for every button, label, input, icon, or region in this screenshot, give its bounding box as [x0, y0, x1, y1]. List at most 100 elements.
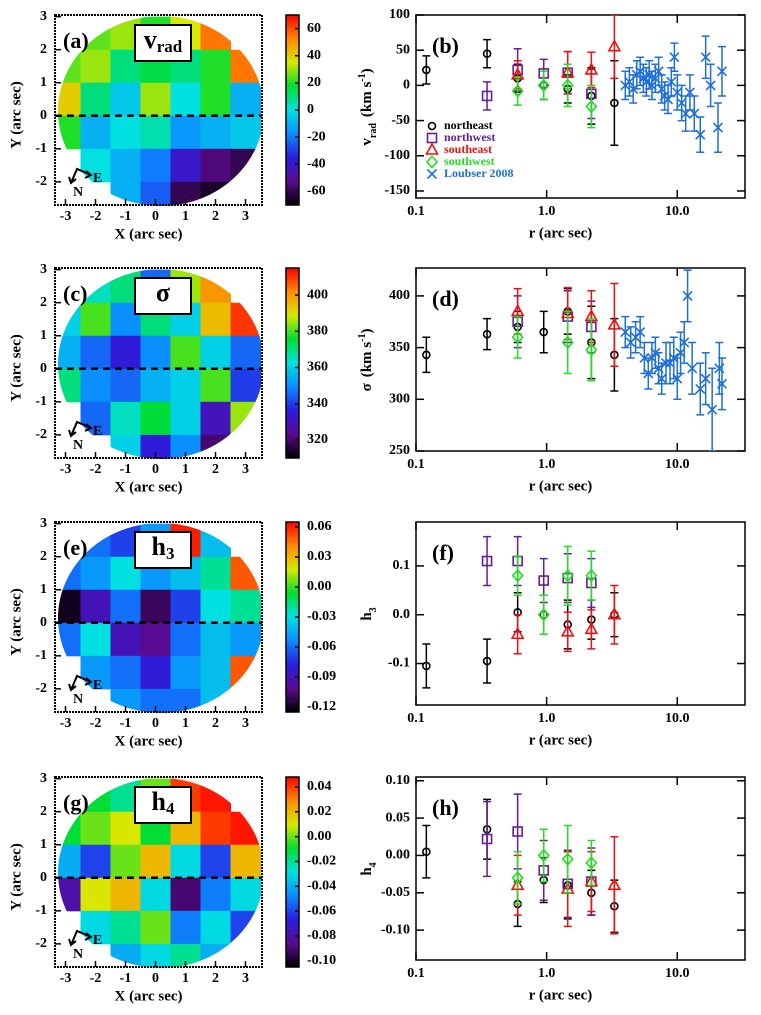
error-bar: [422, 55, 431, 85]
colorbar-tick-label: 400: [307, 287, 328, 302]
y-tick-label: 1: [40, 328, 47, 343]
data-point: [700, 373, 711, 384]
data-point: [561, 568, 574, 583]
error-bar: [539, 310, 548, 354]
x-tick-label: -2: [90, 716, 102, 731]
map-cell: [170, 115, 201, 150]
x-tick-label: 2: [212, 462, 219, 477]
x-tick-label: 0.1: [407, 966, 425, 981]
error-bar: [610, 15, 619, 80]
y-axis-label: vrad (km s-1): [357, 68, 379, 145]
colorbar-tick-label: -0.04: [307, 878, 336, 893]
y-tick-label: -0.1: [388, 656, 410, 671]
data-point: [481, 833, 493, 845]
x-tick-label: 1.0: [538, 966, 556, 981]
data-point: [561, 78, 574, 93]
map-cell: [230, 49, 261, 84]
y-label-main: h: [359, 612, 375, 621]
panel-label: (e): [63, 535, 87, 560]
compass: [68, 929, 93, 947]
error-bar: [513, 315, 522, 359]
colorbar-tick-label: 0.02: [307, 804, 332, 819]
map-label-sub: 4: [166, 799, 175, 818]
compass-e: E: [93, 678, 102, 693]
x-tick-label: 10.0: [665, 711, 690, 726]
error-bar: [539, 70, 548, 101]
error-bar: [513, 76, 522, 106]
data-point: [561, 852, 574, 866]
x-axis-label: X (arc sec): [114, 226, 182, 242]
map-cell: [200, 269, 231, 304]
y-label-sub: 4: [368, 862, 379, 867]
y-axis-label: Y (arc sec): [8, 334, 24, 401]
map-cell: [170, 877, 201, 912]
map-cell: [230, 368, 261, 403]
y-tick-label: -1: [35, 394, 47, 409]
y-tick-label: 1: [40, 75, 47, 90]
data-point: [511, 568, 524, 583]
map-cell: [200, 49, 231, 84]
map-cell: [80, 811, 111, 846]
map-cell: [170, 655, 201, 690]
y-tick-label: 50: [396, 42, 410, 57]
data-point: [510, 626, 525, 640]
colorbar-tick-label: 0.03: [307, 549, 332, 564]
map-cell: [58, 622, 81, 657]
legend-marker: [427, 121, 437, 131]
panel-label: (a): [63, 28, 89, 53]
legend-label: Loubser 2008: [444, 166, 513, 180]
map-cell: [80, 589, 111, 624]
legend-marker: [425, 155, 439, 169]
panel-label: (b): [432, 33, 459, 58]
plot-area: [422, 269, 728, 451]
map-cell: [58, 877, 81, 912]
data-point: [635, 327, 646, 338]
data-point: [679, 337, 690, 348]
x-tick-label: -3: [60, 462, 72, 477]
x-axis-label: r (arc sec): [529, 478, 593, 494]
data-point: [666, 76, 677, 87]
data-point: [585, 568, 598, 583]
map-cell: [110, 589, 141, 624]
map-cell: [58, 589, 81, 624]
frame: [54, 267, 263, 459]
y-tick-label: 2: [40, 42, 47, 57]
error-bar: [539, 828, 548, 883]
x-axis-label: r (arc sec): [529, 732, 593, 748]
colorbar-tick-label: 60: [307, 21, 321, 36]
map-cell: [170, 148, 201, 183]
data-point: [510, 303, 525, 317]
map-cell: [200, 82, 231, 117]
y-tick-label: -1: [35, 648, 47, 663]
frame: [54, 521, 263, 713]
x-tick-label: 1.0: [538, 457, 556, 472]
map-cell: [140, 589, 171, 624]
map-cell: [80, 302, 111, 337]
colorbar-tick-label: 0: [307, 102, 314, 117]
colorbar-tick-label: -60: [307, 184, 326, 199]
y-tick-label: 1: [40, 582, 47, 597]
colorbar-tick-label: 40: [307, 48, 321, 63]
map-cell: [140, 148, 171, 183]
map-label: h3: [152, 532, 175, 563]
map-cell: [230, 844, 261, 879]
x-tick-label: -1: [120, 462, 132, 477]
map-cell: [110, 877, 141, 912]
map-cell: [110, 622, 141, 657]
map-cell: [170, 844, 201, 879]
data-point: [695, 383, 706, 395]
map-cell: [200, 655, 231, 690]
x-tick-label: -3: [60, 716, 72, 731]
x-tick-label: 1: [182, 716, 189, 731]
colorbar-tick-label: -0.02: [307, 854, 336, 869]
map-cell: [230, 302, 261, 337]
error-bar: [483, 317, 492, 351]
map-cell: [80, 556, 111, 591]
data-point: [687, 363, 698, 374]
map-cell: [200, 148, 231, 183]
y-tick-label: 0: [40, 361, 47, 376]
data-point: [695, 129, 706, 140]
frame: [54, 14, 263, 206]
x-tick-label: 3: [242, 209, 249, 224]
map-cell: [80, 844, 111, 879]
